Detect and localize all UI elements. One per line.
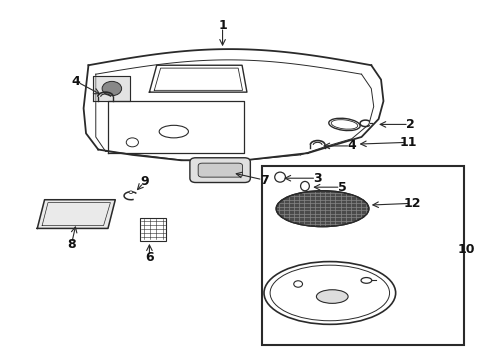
- Polygon shape: [37, 200, 115, 228]
- Ellipse shape: [129, 191, 133, 193]
- Text: 1: 1: [218, 19, 226, 32]
- FancyBboxPatch shape: [198, 163, 242, 177]
- Text: 5: 5: [337, 181, 346, 194]
- Text: 4: 4: [72, 75, 81, 88]
- Text: 9: 9: [140, 175, 148, 188]
- Ellipse shape: [276, 191, 368, 226]
- Text: 4: 4: [346, 139, 355, 152]
- Ellipse shape: [269, 265, 389, 321]
- Text: 3: 3: [313, 172, 321, 185]
- Text: 8: 8: [67, 238, 76, 251]
- Bar: [140, 218, 166, 241]
- Text: 11: 11: [398, 136, 416, 149]
- Ellipse shape: [264, 262, 395, 324]
- Polygon shape: [93, 76, 130, 101]
- Ellipse shape: [316, 290, 347, 303]
- Ellipse shape: [102, 81, 122, 96]
- FancyBboxPatch shape: [189, 158, 250, 183]
- Text: 10: 10: [457, 243, 474, 256]
- Text: 7: 7: [259, 174, 268, 186]
- Bar: [261, 166, 463, 345]
- Text: 6: 6: [145, 251, 153, 264]
- Text: 2: 2: [405, 118, 414, 131]
- Text: 12: 12: [403, 197, 421, 210]
